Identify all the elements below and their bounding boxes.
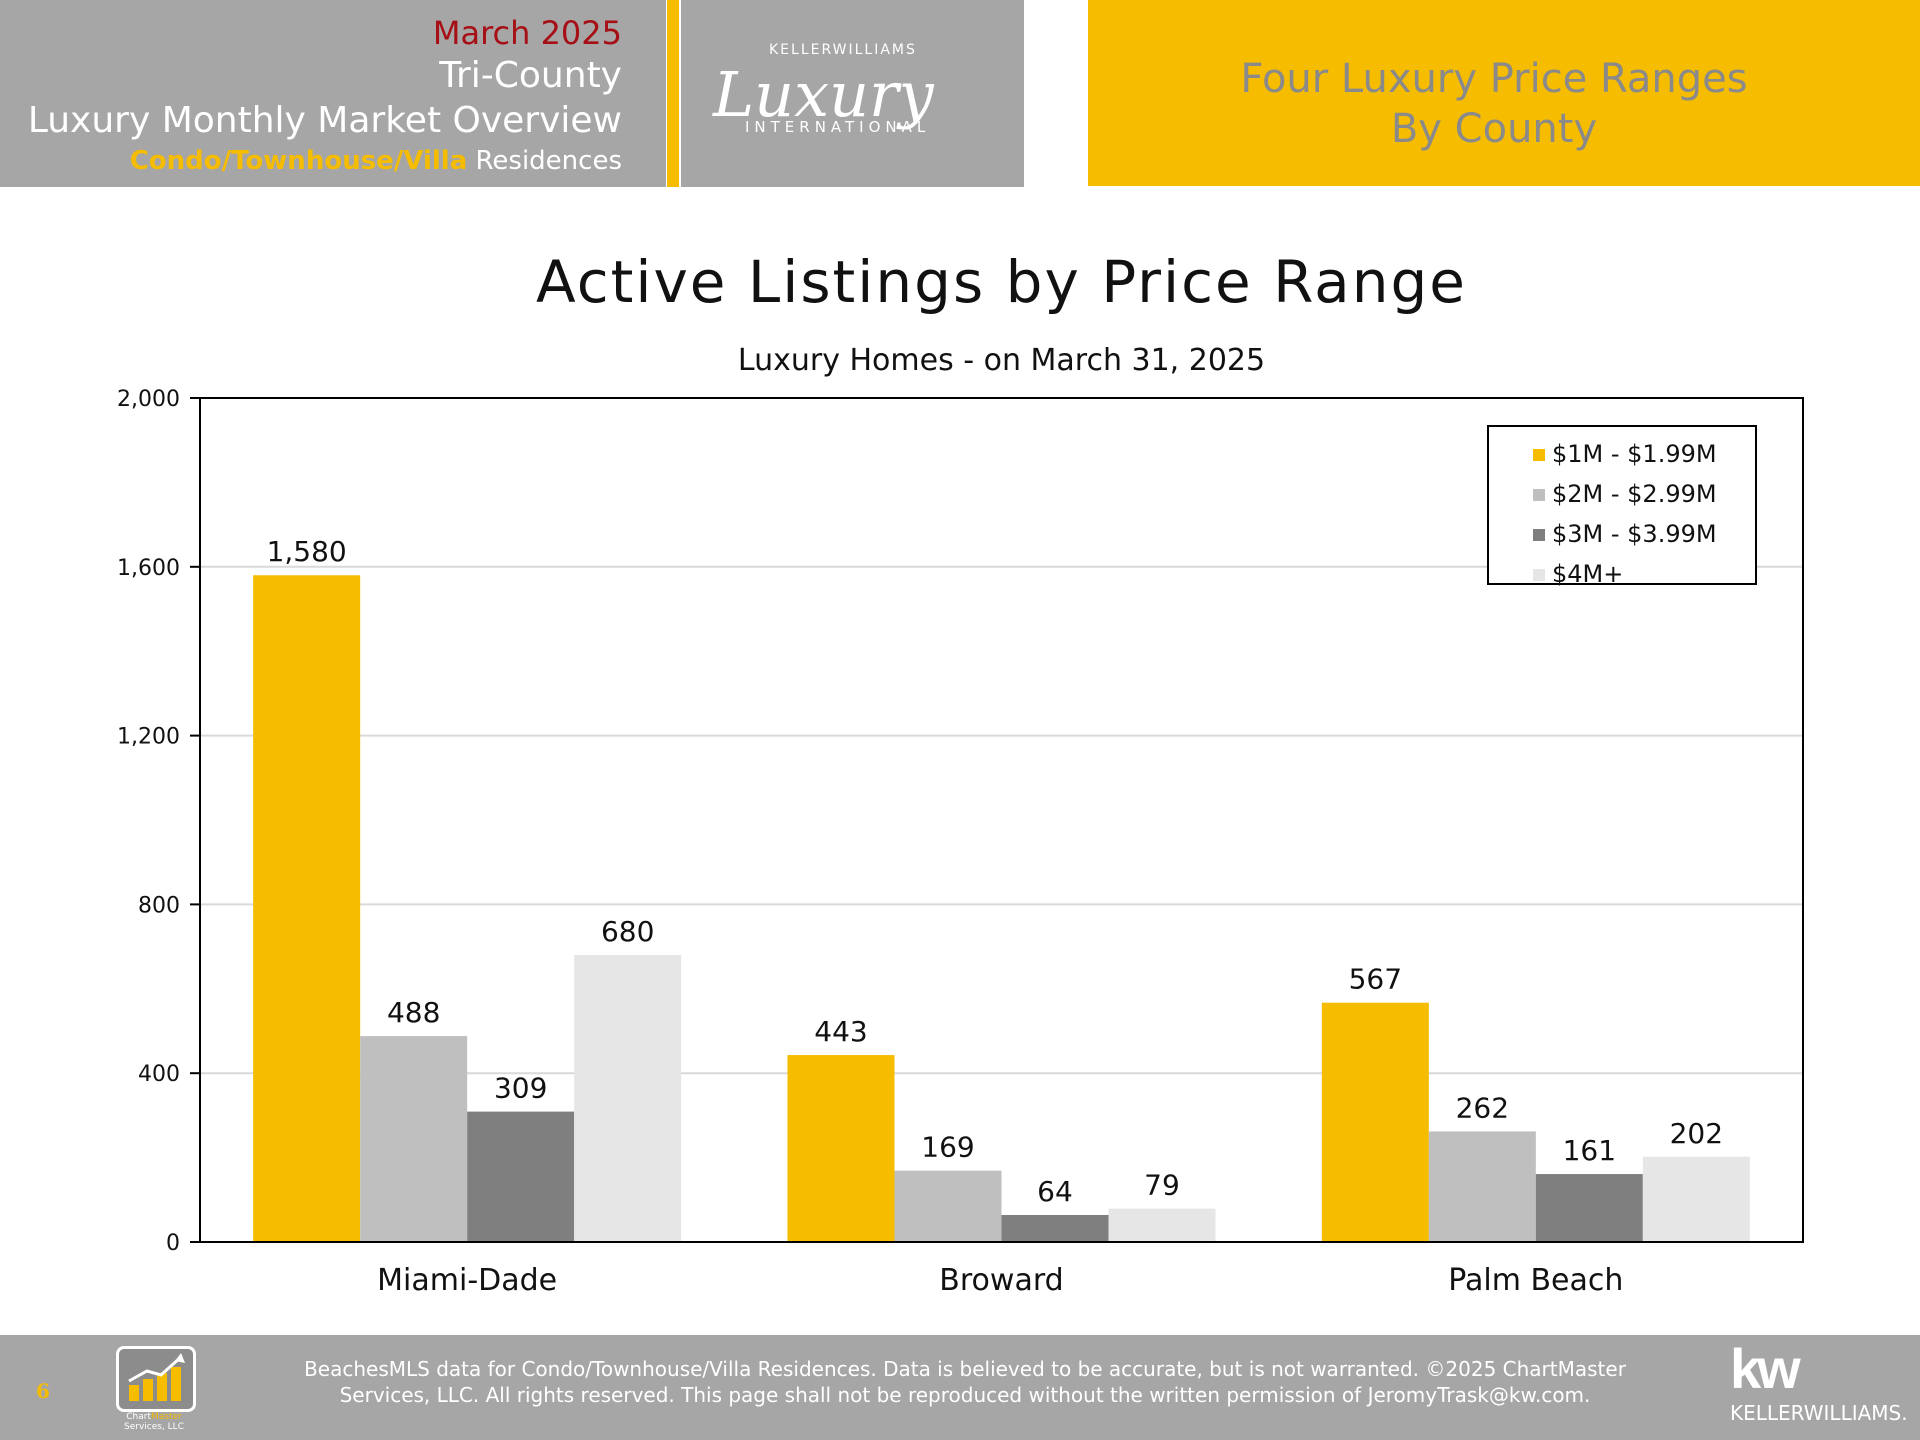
data-label: 567 — [1349, 963, 1402, 996]
legend-swatch — [1533, 449, 1545, 461]
bar-chart: 0 400 800 1,200 1,600 2,000 1,580 488 309 680 Miam… — [117, 387, 1804, 1298]
luxury-logo: KELLERWILLIAMS Luxury INTERNATIONAL — [681, 0, 1024, 187]
bar — [467, 1111, 575, 1242]
disclaimer: BeachesMLS data for Condo/Townhouse/Vill… — [230, 1356, 1700, 1408]
header-section-title: Four Luxury Price Ranges By County — [1088, 0, 1920, 186]
bar — [787, 1055, 895, 1242]
bar — [1001, 1214, 1109, 1242]
data-label: 309 — [494, 1072, 547, 1105]
footer: 6 ChartMaster Services, LLC BeachesMLS da… — [0, 1335, 1920, 1440]
bar — [360, 1036, 468, 1242]
chartmaster-logo-icon — [116, 1346, 196, 1412]
y-tick-label: 1,200 — [117, 725, 180, 750]
y-tick-label: 800 — [138, 893, 180, 918]
chart-title: Active Listings by Price Range — [536, 248, 1467, 316]
kw-logo-mark: kw — [1730, 1337, 1801, 1400]
data-label: 443 — [814, 1015, 867, 1048]
x-category-label: Miami-Dade — [377, 1263, 557, 1298]
data-label: 488 — [387, 996, 440, 1029]
disclaimer-line2: Services, LLC. All rights reserved. This… — [339, 1383, 1591, 1407]
x-category-label: Broward — [939, 1263, 1063, 1298]
luxury-script-text: Luxury — [712, 58, 935, 131]
luxury-logo-top-text: KELLERWILLIAMS — [769, 42, 917, 58]
bar — [253, 575, 361, 1242]
header-title-panel: March 2025 Tri-County Luxury Monthly Mar… — [0, 0, 666, 187]
luxury-script-icon: Luxury — [712, 58, 935, 131]
legend-swatch — [1533, 529, 1545, 541]
bar — [1108, 1208, 1216, 1242]
report-title: Luxury Monthly Market Overview — [27, 100, 622, 141]
property-type: Condo/Townhouse/Villa Residences — [130, 146, 622, 176]
chartmaster-caption-c: Services, LLC — [124, 1422, 184, 1432]
bar — [574, 955, 682, 1242]
legend-item: $1M - $1.99M — [1552, 440, 1717, 468]
x-category-label: Palm Beach — [1448, 1263, 1623, 1298]
data-label: 64 — [1037, 1175, 1073, 1208]
bar — [1321, 1002, 1429, 1242]
legend-swatch — [1533, 489, 1545, 501]
data-label: 680 — [601, 915, 654, 948]
legend-box — [1487, 425, 1757, 585]
section-title-line2: By County — [1390, 106, 1598, 152]
bar — [1535, 1174, 1643, 1242]
luxury-logo-bottom-text: INTERNATIONAL — [745, 118, 931, 136]
data-label: 1,580 — [267, 535, 347, 568]
bar — [1642, 1156, 1750, 1242]
report-region: Tri-County — [439, 55, 622, 96]
legend-item: $4M+ — [1552, 560, 1623, 588]
data-label: 202 — [1670, 1117, 1723, 1150]
y-tick-label: 400 — [138, 1062, 180, 1087]
disclaimer-line1: BeachesMLS data for Condo/Townhouse/Vill… — [304, 1357, 1626, 1381]
kw-logo: kw KELLERWILLIAMS. — [1730, 1337, 1910, 1426]
chartmaster-caption-a: Chart — [126, 1412, 151, 1422]
section-title-line1: Four Luxury Price Ranges — [1240, 56, 1748, 102]
chartmaster-caption: ChartMaster Services, LLC — [112, 1412, 196, 1432]
legend-item: $3M - $3.99M — [1552, 520, 1717, 548]
data-label: 169 — [921, 1131, 974, 1164]
bar — [894, 1170, 1002, 1242]
legend-swatch — [1533, 569, 1545, 581]
property-type-rest: Residences — [467, 146, 623, 176]
report-month: March 2025 — [432, 14, 622, 52]
y-tick-label: 0 — [166, 1231, 180, 1256]
chart-subtitle: Luxury Homes - on March 31, 2025 — [737, 343, 1266, 378]
plot-frame — [199, 397, 1804, 1243]
data-label: 79 — [1144, 1169, 1180, 1202]
header-divider — [667, 0, 679, 187]
data-label: 161 — [1563, 1134, 1616, 1167]
bar — [1428, 1131, 1536, 1242]
legend-item: $2M - $2.99M — [1552, 480, 1717, 508]
chartmaster-caption-b: Master — [150, 1412, 182, 1422]
y-tick-label: 1,600 — [117, 556, 180, 581]
kw-logo-text: KELLERWILLIAMS. — [1730, 1401, 1908, 1425]
y-tick-label: 2,000 — [117, 387, 180, 412]
page-number: 6 — [36, 1379, 50, 1403]
property-type-accent: Condo/Townhouse/Villa — [129, 146, 468, 176]
data-label: 262 — [1456, 1091, 1509, 1124]
